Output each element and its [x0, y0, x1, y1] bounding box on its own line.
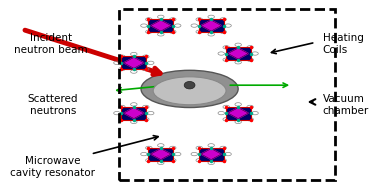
- Polygon shape: [228, 108, 248, 119]
- Bar: [148, 148, 174, 161]
- Ellipse shape: [153, 77, 226, 105]
- Ellipse shape: [141, 70, 238, 108]
- Polygon shape: [124, 108, 144, 119]
- Polygon shape: [201, 20, 221, 31]
- Bar: [119, 9, 335, 180]
- Polygon shape: [151, 20, 171, 31]
- Bar: [121, 56, 146, 69]
- Text: Scattered
neutrons: Scattered neutrons: [28, 94, 78, 116]
- Polygon shape: [201, 149, 221, 160]
- Ellipse shape: [184, 81, 195, 89]
- Polygon shape: [124, 57, 144, 68]
- Bar: [198, 148, 224, 161]
- Text: Heating
Coils: Heating Coils: [323, 33, 364, 55]
- Text: Incident
neutron beam: Incident neutron beam: [14, 33, 88, 55]
- Text: Vacuum
chamber: Vacuum chamber: [323, 94, 369, 116]
- Polygon shape: [151, 149, 171, 160]
- Bar: [226, 47, 251, 60]
- Bar: [148, 19, 174, 32]
- Bar: [226, 107, 251, 120]
- Bar: [121, 107, 146, 120]
- Polygon shape: [228, 48, 248, 59]
- Bar: [198, 19, 224, 32]
- Text: Microwave
cavity resonator: Microwave cavity resonator: [11, 156, 95, 177]
